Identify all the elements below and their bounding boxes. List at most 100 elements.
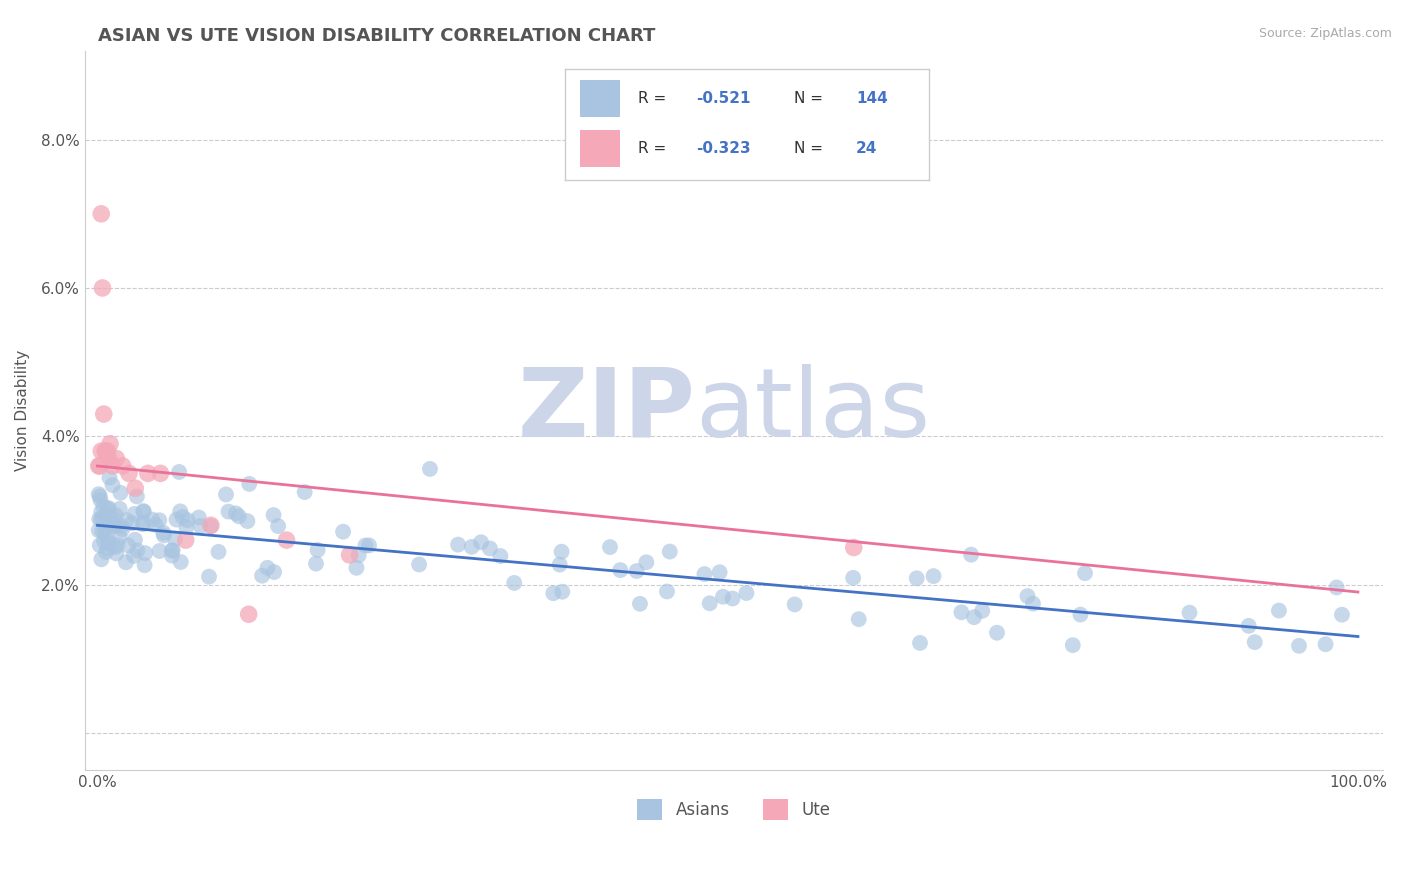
Point [93, 407, 115, 421]
Point [90, 513, 112, 527]
Point [709, 566, 731, 580]
Point [110, 519, 132, 533]
Point [543, 586, 565, 600]
Point [124, 533, 146, 547]
Point [162, 543, 184, 558]
Point [131, 517, 153, 532]
Point [263, 565, 285, 579]
Point [87, 458, 110, 473]
Point [986, 625, 1008, 640]
Point [121, 516, 143, 530]
Point [187, 510, 209, 524]
Point [908, 636, 931, 650]
Point [97, 501, 120, 516]
Text: Source: ZipAtlas.com: Source: ZipAtlas.com [1258, 27, 1392, 40]
Point [551, 584, 574, 599]
Point [174, 533, 197, 548]
Point [658, 544, 681, 558]
Point [905, 571, 928, 585]
Point [97, 532, 120, 546]
Point [97, 508, 120, 523]
Point [1178, 606, 1201, 620]
Point [215, 487, 238, 501]
Text: ASIAN VS UTE VISION DISABILITY CORRELATION CHART: ASIAN VS UTE VISION DISABILITY CORRELATI… [98, 27, 655, 45]
Point [94, 545, 117, 559]
Point [256, 561, 278, 575]
Point [489, 549, 512, 563]
Point [148, 513, 170, 527]
Point [87, 487, 110, 501]
Point [460, 540, 482, 554]
Point [172, 510, 194, 524]
Point [141, 512, 163, 526]
Point [111, 522, 134, 536]
Point [104, 508, 127, 523]
Point [357, 538, 380, 552]
Point [263, 508, 285, 522]
Point [1326, 581, 1348, 595]
Point [115, 513, 138, 527]
Point [267, 519, 290, 533]
Point [550, 545, 572, 559]
Point [609, 563, 631, 577]
Point [94, 520, 117, 534]
Point [848, 612, 870, 626]
Point [626, 564, 648, 578]
Point [89, 490, 111, 504]
Point [134, 546, 156, 560]
Point [134, 558, 156, 573]
Point [238, 607, 260, 622]
Point [94, 508, 117, 523]
Point [1074, 566, 1097, 581]
Point [96, 444, 118, 458]
Point [419, 462, 441, 476]
Point [98, 436, 121, 450]
Text: ZIP: ZIP [517, 364, 695, 457]
Point [89, 512, 111, 526]
Point [960, 548, 983, 562]
Point [198, 569, 221, 583]
Point [307, 543, 329, 558]
Point [122, 549, 145, 563]
Point [96, 515, 118, 529]
Point [89, 458, 111, 473]
Point [103, 512, 125, 526]
Y-axis label: Vision Disability: Vision Disability [15, 350, 30, 471]
Point [783, 598, 806, 612]
Point [132, 505, 155, 519]
Point [200, 519, 222, 533]
Point [115, 555, 138, 569]
Point [167, 465, 190, 479]
Point [87, 524, 110, 538]
Point [1237, 619, 1260, 633]
Point [93, 533, 115, 548]
Point [711, 590, 734, 604]
Point [94, 524, 117, 539]
Point [160, 549, 183, 563]
Point [699, 596, 721, 610]
Point [136, 467, 159, 481]
Point [105, 451, 128, 466]
Point [548, 558, 571, 572]
Point [190, 518, 212, 533]
Point [305, 557, 328, 571]
Point [152, 525, 174, 540]
Point [90, 505, 112, 519]
Point [104, 541, 127, 555]
Point [104, 517, 127, 532]
Point [124, 481, 146, 495]
Point [1268, 604, 1291, 618]
Point [842, 571, 865, 585]
Point [207, 545, 229, 559]
Point [108, 501, 131, 516]
Text: atlas: atlas [695, 364, 931, 457]
Point [124, 507, 146, 521]
Point [104, 518, 127, 533]
Point [1069, 607, 1091, 622]
Point [503, 576, 526, 591]
Point [447, 538, 470, 552]
Point [91, 524, 114, 538]
Point [110, 486, 132, 500]
Point [169, 504, 191, 518]
Point [97, 541, 120, 556]
